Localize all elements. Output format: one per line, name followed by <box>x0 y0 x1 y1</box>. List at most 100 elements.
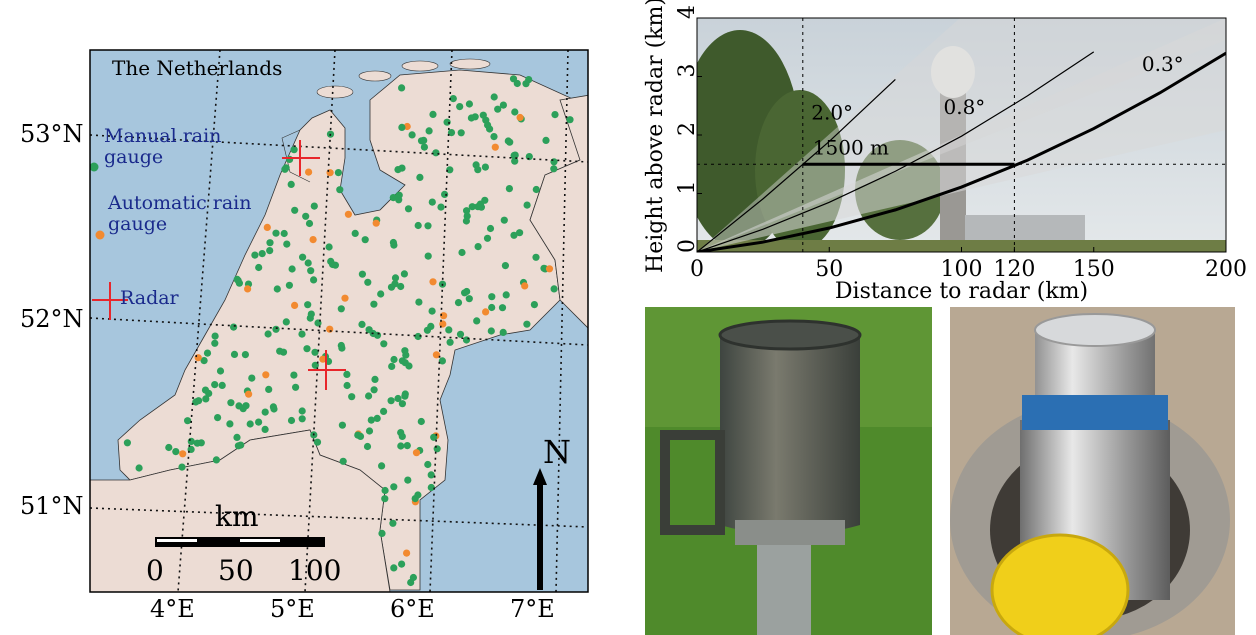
lon-label: 4°E <box>150 597 195 621</box>
gauge-dot <box>340 458 347 465</box>
gauge-dot <box>531 301 538 308</box>
lon-label: 6°E <box>390 597 435 621</box>
gauge-dot <box>402 352 409 359</box>
gauge-dot <box>178 464 185 471</box>
gauge-dot <box>380 408 387 415</box>
gauge-dot <box>344 382 351 389</box>
gauge-dot <box>415 299 422 306</box>
gauge-dot <box>390 483 397 490</box>
gauge-dot <box>415 222 422 229</box>
gauge-dot <box>291 207 298 214</box>
gauge-dot <box>184 417 191 424</box>
gauge-dot <box>124 439 131 446</box>
gauge-dot <box>345 211 352 218</box>
gauge-dot <box>510 75 517 82</box>
gauge-dot <box>472 113 479 120</box>
gauge-dot <box>362 236 369 243</box>
gauge-dot <box>227 399 234 406</box>
gauge-dot <box>291 146 298 153</box>
gauge-dot <box>231 351 238 358</box>
gauge-dot <box>429 308 436 315</box>
gauge-dot <box>288 181 295 188</box>
photo-manual-gauge <box>645 307 932 635</box>
gauge-dot <box>359 271 366 278</box>
gauge-dot <box>204 350 211 357</box>
scale-unit: km <box>215 503 259 531</box>
lon-label: 7°E <box>510 597 555 621</box>
gauge-dot <box>358 321 365 328</box>
gauge-dot <box>463 336 470 343</box>
legend-manual-symbol <box>90 163 99 172</box>
gauge-dot <box>274 285 281 292</box>
gauge-dot <box>461 289 468 296</box>
x-tick-label: 200 <box>1205 257 1247 282</box>
gauge-dot <box>378 530 385 537</box>
gauge-dot <box>429 278 436 285</box>
gauge-dot <box>463 217 470 224</box>
gauge-dot <box>310 236 317 243</box>
legend-label: Manual rain gauge <box>104 126 244 168</box>
gauge-dot <box>511 108 518 115</box>
gauge-dot <box>305 169 312 176</box>
gauge-dot <box>280 349 287 356</box>
gauge-dot <box>398 124 405 131</box>
gauge-dot <box>262 409 269 416</box>
gauge-dot <box>488 304 495 311</box>
threshold-label: 1500 m <box>813 135 889 159</box>
island <box>359 71 391 81</box>
gauge-dot <box>477 201 484 208</box>
gauge-dot <box>255 264 262 271</box>
gauge-dot <box>235 277 242 284</box>
gauge-dot <box>378 462 385 469</box>
gauge-dot <box>326 243 333 250</box>
map-title: The Netherlands <box>112 58 282 78</box>
gauge-dot <box>262 426 269 433</box>
gauge-dot <box>307 267 314 274</box>
gauge-dot <box>446 166 453 173</box>
gauge-dot <box>491 93 498 100</box>
gauge-dot <box>482 117 489 124</box>
gauge-dot <box>421 144 428 151</box>
gauge-dot <box>550 165 557 172</box>
gauge-dot <box>262 371 269 378</box>
gauge-dot <box>299 254 306 261</box>
north-label: N <box>543 436 571 468</box>
gauge-dot <box>457 331 464 338</box>
gauge-dot <box>425 253 432 260</box>
gauge-dot <box>195 397 202 404</box>
scale-bar <box>155 537 325 547</box>
gauge-dot <box>211 381 218 388</box>
gauge-dot <box>492 144 499 151</box>
gauge-dot <box>380 340 387 347</box>
gauge-dot <box>265 330 272 337</box>
gauge-dot <box>404 477 411 484</box>
gauge-dot <box>364 443 371 450</box>
gauge-dot <box>441 191 448 198</box>
gauge-dot <box>272 230 279 237</box>
gauge-dot <box>429 199 436 206</box>
legend-label: Radar <box>120 288 179 309</box>
gauge-dot <box>416 174 423 181</box>
gauge-dot <box>405 205 412 212</box>
gauge-dot <box>490 133 497 140</box>
lat-label: 52°N <box>20 307 84 331</box>
y-tick-label: 4 <box>675 5 700 19</box>
gauge-dot <box>248 375 255 382</box>
gauge-dot <box>466 100 473 107</box>
gauge-dot <box>226 420 233 427</box>
legend-auto-symbol <box>96 231 105 240</box>
gauge-dot <box>213 456 220 463</box>
gauge-dot <box>458 249 465 256</box>
gauge-dot <box>432 149 439 156</box>
gauge-dot <box>370 301 377 308</box>
gauge-dot <box>381 495 388 502</box>
gauge-dot <box>245 391 252 398</box>
gauge-dot <box>517 114 524 121</box>
gauge-dot <box>397 442 404 449</box>
gauge-dot <box>456 103 463 110</box>
gauge-dot <box>542 137 549 144</box>
gauge-dot <box>428 471 435 478</box>
gauge-dot <box>371 376 378 383</box>
gauge-dot <box>429 111 436 118</box>
series-label: 0.8° <box>944 95 986 119</box>
